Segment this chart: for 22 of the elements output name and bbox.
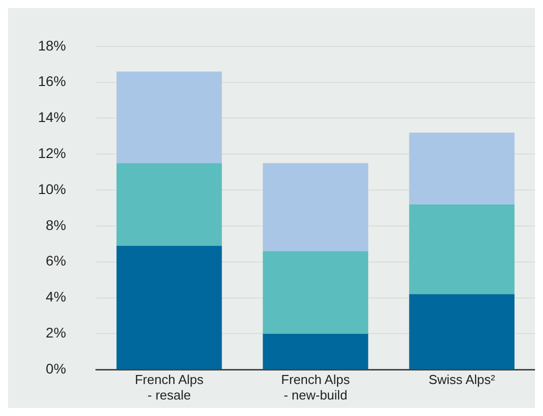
y-tick-label: 12% xyxy=(38,144,66,161)
x-tick-label: Swiss Alps² xyxy=(428,372,496,387)
bar xyxy=(116,163,222,246)
bar xyxy=(116,72,222,164)
bar xyxy=(116,246,222,370)
y-tick-label: 8% xyxy=(46,216,66,233)
bar xyxy=(409,204,515,294)
x-tick-label: French Alps - resale xyxy=(134,372,204,403)
bar xyxy=(409,132,515,204)
bar xyxy=(262,251,368,334)
y-tick-label: 0% xyxy=(46,360,66,376)
y-tick-label: 4% xyxy=(46,288,66,305)
y-tick-label: 2% xyxy=(46,324,66,341)
bar xyxy=(262,163,368,252)
bar xyxy=(409,294,515,370)
y-tick-label: 16% xyxy=(38,73,66,90)
bar xyxy=(262,334,368,370)
y-tick-label: 10% xyxy=(38,180,66,197)
y-tick-label: 6% xyxy=(46,252,66,269)
y-tick-label: 18% xyxy=(38,37,66,54)
y-tick-label: 14% xyxy=(38,109,66,126)
x-tick-label: French Alps - new-build xyxy=(281,372,350,403)
